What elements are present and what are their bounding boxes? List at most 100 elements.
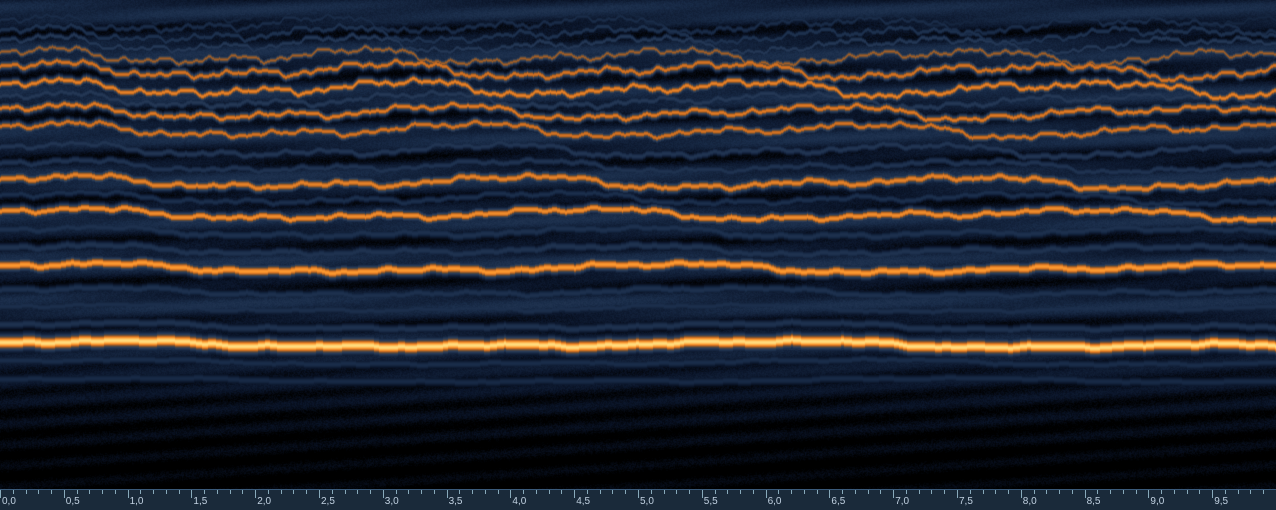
axis-tick-minor xyxy=(408,490,409,510)
axis-tick-label: 0,5 xyxy=(66,496,80,507)
axis-tick-label: 5,5 xyxy=(704,496,718,507)
axis-tick-minor xyxy=(89,490,90,510)
axis-tick-minor xyxy=(434,490,435,510)
axis-tick-minor xyxy=(1008,490,1009,510)
axis-tick-minor xyxy=(868,490,869,510)
axis-tick-label: 0,0 xyxy=(2,496,16,507)
axis-tick-minor xyxy=(357,490,358,510)
axis-tick-label: 4,0 xyxy=(512,496,526,507)
axis-tick-major: 3,5 xyxy=(447,490,448,510)
axis-tick-label: 4,5 xyxy=(576,496,590,507)
axis-tick-major: 1,5 xyxy=(191,490,192,510)
axis-tick-minor xyxy=(1263,490,1264,510)
axis-tick-minor xyxy=(421,490,422,510)
axis-tick-minor xyxy=(612,490,613,510)
axis-tick-minor xyxy=(217,490,218,510)
axis-tick-major: 9,5 xyxy=(1212,490,1213,510)
axis-tick-minor xyxy=(472,490,473,510)
axis-tick-major: 5,0 xyxy=(638,490,639,510)
axis-tick-label: 5,0 xyxy=(640,496,654,507)
axis-tick-major: 2,0 xyxy=(255,490,256,510)
axis-tick-minor xyxy=(242,490,243,510)
axis-tick-major: 5,5 xyxy=(702,490,703,510)
axis-tick-minor xyxy=(1059,490,1060,510)
axis-tick-minor xyxy=(26,490,27,510)
axis-tick-minor xyxy=(561,490,562,510)
axis-tick-label: 3,5 xyxy=(449,496,463,507)
axis-tick-minor xyxy=(804,490,805,510)
axis-tick-minor xyxy=(664,490,665,510)
axis-tick-minor xyxy=(600,490,601,510)
axis-tick-label: 2,5 xyxy=(321,496,335,507)
axis-tick-minor xyxy=(740,490,741,510)
axis-tick-minor xyxy=(179,490,180,510)
axis-tick-label: 7,5 xyxy=(959,496,973,507)
axis-tick-minor xyxy=(1238,490,1239,510)
axis-tick-label: 9,0 xyxy=(1150,496,1164,507)
axis-tick-label: 2,0 xyxy=(257,496,271,507)
axis-tick-minor xyxy=(931,490,932,510)
axis-tick-major: 6,5 xyxy=(829,490,830,510)
axis-tick-minor xyxy=(102,490,103,510)
axis-tick-minor xyxy=(855,490,856,510)
axis-tick-label: 6,5 xyxy=(831,496,845,507)
axis-tick-minor xyxy=(115,490,116,510)
axis-tick-minor xyxy=(345,490,346,510)
axis-tick-minor xyxy=(51,490,52,510)
axis-tick-major: 8,0 xyxy=(1021,490,1022,510)
axis-tick-minor xyxy=(485,490,486,510)
axis-tick-minor xyxy=(38,490,39,510)
axis-tick-label: 9,5 xyxy=(1214,496,1228,507)
axis-tick-minor xyxy=(944,490,945,510)
axis-tick-minor xyxy=(625,490,626,510)
axis-tick-minor xyxy=(536,490,537,510)
axis-tick-minor xyxy=(1072,490,1073,510)
axis-tick-minor xyxy=(995,490,996,510)
axis-tick-major: 7,5 xyxy=(957,490,958,510)
axis-tick-major: 4,5 xyxy=(574,490,575,510)
axis-tick-minor xyxy=(1136,490,1137,510)
axis-tick-major: 4,0 xyxy=(510,490,511,510)
spectrogram-canvas xyxy=(0,0,1276,490)
axis-tick-major: 8,5 xyxy=(1085,490,1086,510)
axis-tick-minor xyxy=(1250,490,1251,510)
axis-tick-major: 6,0 xyxy=(766,490,767,510)
axis-tick-minor xyxy=(306,490,307,510)
axis-tick-minor xyxy=(370,490,371,510)
axis-tick-minor xyxy=(727,490,728,510)
axis-tick-major: 3,0 xyxy=(383,490,384,510)
axis-tick-minor xyxy=(498,490,499,510)
axis-tick-minor xyxy=(1123,490,1124,510)
axis-tick-minor xyxy=(689,490,690,510)
axis-tick-minor xyxy=(817,490,818,510)
axis-tick-minor xyxy=(281,490,282,510)
axis-tick-minor xyxy=(293,490,294,510)
axis-tick-label: 3,0 xyxy=(385,496,399,507)
axis-tick-minor xyxy=(1174,490,1175,510)
axis-tick-minor xyxy=(549,490,550,510)
spectrogram-panel: 0,00,51,01,52,02,53,03,54,04,55,05,56,06… xyxy=(0,0,1276,510)
axis-tick-minor xyxy=(983,490,984,510)
axis-tick-major: 9,0 xyxy=(1148,490,1149,510)
axis-tick-major: 1,0 xyxy=(128,490,129,510)
axis-tick-major: 2,5 xyxy=(319,490,320,510)
axis-tick-label: 8,0 xyxy=(1023,496,1037,507)
axis-tick-major: 0,0 xyxy=(0,490,1,510)
axis-tick-minor xyxy=(230,490,231,510)
axis-tick-minor xyxy=(676,490,677,510)
time-axis: 0,00,51,01,52,02,53,03,54,04,55,05,56,06… xyxy=(0,489,1276,510)
axis-tick-label: 6,0 xyxy=(768,496,782,507)
axis-tick-minor xyxy=(1110,490,1111,510)
axis-tick-label: 1,5 xyxy=(193,496,207,507)
axis-tick-minor xyxy=(919,490,920,510)
axis-tick-minor xyxy=(753,490,754,510)
axis-tick-minor xyxy=(153,490,154,510)
axis-tick-major: 0,5 xyxy=(64,490,65,510)
axis-tick-label: 1,0 xyxy=(130,496,144,507)
axis-tick-major: 7,0 xyxy=(893,490,894,510)
axis-tick-label: 8,5 xyxy=(1087,496,1101,507)
axis-tick-minor xyxy=(1187,490,1188,510)
axis-tick-minor xyxy=(166,490,167,510)
axis-tick-minor xyxy=(791,490,792,510)
axis-tick-label: 7,0 xyxy=(895,496,909,507)
